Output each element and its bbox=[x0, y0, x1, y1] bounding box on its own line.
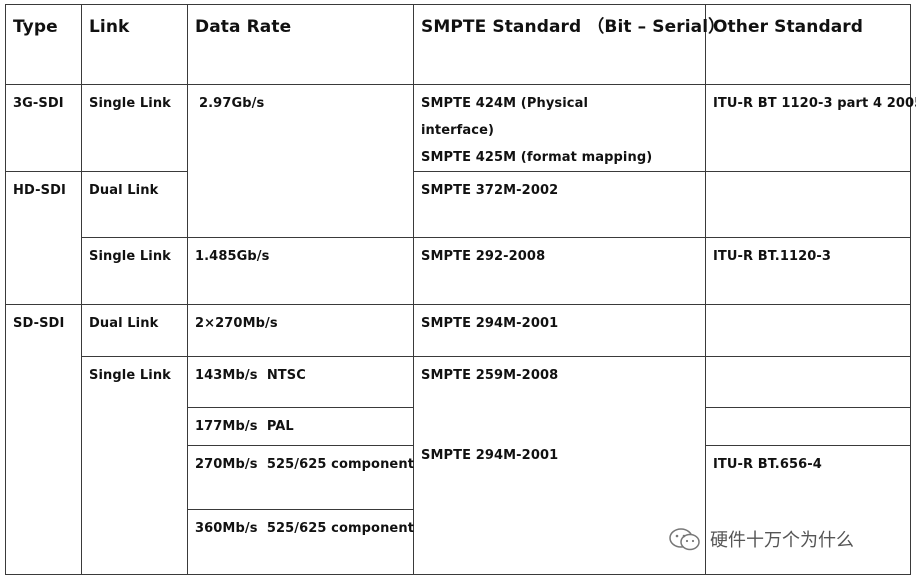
column-rule bbox=[81, 4, 82, 575]
row-rule bbox=[81, 356, 911, 357]
row-rule bbox=[187, 407, 413, 408]
row-rule bbox=[187, 445, 413, 446]
cell-link: Single Link bbox=[89, 368, 171, 383]
cell-type: 3G-SDI bbox=[13, 96, 64, 111]
header-data-rate: Data Rate bbox=[195, 17, 292, 37]
row-rule bbox=[705, 445, 911, 446]
cell-data-rate: 2×270Mb/s bbox=[195, 316, 278, 331]
cell-smpte-line: interface) bbox=[421, 123, 495, 138]
cell-data-rate: 360Mb/s 525/625 component bbox=[195, 521, 415, 536]
cell-data-rate: 177Mb/s PAL bbox=[195, 419, 294, 434]
cell-other-standard: ITU-R BT 1120-3 part 4 2005 bbox=[713, 96, 916, 111]
cell-type: HD-SDI bbox=[13, 183, 66, 198]
cell-smpte-line: SMPTE 425M (format mapping) bbox=[421, 150, 653, 165]
cell-smpte-standard: SMPTE 292-2008 bbox=[421, 249, 546, 264]
table-border-right bbox=[910, 4, 911, 575]
cell-data-rate: 2.97Gb/s bbox=[199, 96, 265, 111]
table-border-bottom bbox=[5, 574, 911, 575]
cell-data-rate: 270Mb/s 525/625 component bbox=[195, 457, 415, 472]
cell-link: Dual Link bbox=[89, 316, 159, 331]
row-rule bbox=[5, 304, 911, 305]
cell-data-rate: 1.485Gb/s bbox=[195, 249, 270, 264]
row-rule bbox=[705, 407, 911, 408]
cell-link: Single Link bbox=[89, 96, 171, 111]
column-rule bbox=[705, 4, 706, 575]
cell-smpte-standard: SMPTE 259M-2008 bbox=[421, 368, 559, 383]
wechat-icon bbox=[669, 528, 700, 551]
watermark-text: 硬件十万个为什么 bbox=[710, 530, 854, 551]
row-rule bbox=[81, 171, 187, 172]
watermark: 硬件十万个为什么 bbox=[668, 524, 854, 554]
row-rule bbox=[81, 237, 911, 238]
cell-smpte-line: SMPTE 424M (Physical bbox=[421, 96, 589, 111]
cell-type: SD-SDI bbox=[13, 316, 65, 331]
header-smpte-standard: SMPTE Standard （Bit – Serial） bbox=[421, 17, 726, 37]
column-rule bbox=[187, 4, 188, 575]
cell-smpte-standard: SMPTE 294M-2001 bbox=[421, 448, 559, 463]
header-rule bbox=[5, 84, 911, 85]
row-rule bbox=[413, 171, 911, 172]
cell-smpte-standard: SMPTE 372M-2002 bbox=[421, 183, 559, 198]
cell-other-standard: ITU-R BT.1120-3 bbox=[713, 249, 832, 264]
cell-smpte-standard: SMPTE 294M-2001 bbox=[421, 316, 559, 331]
column-rule bbox=[413, 4, 414, 575]
cell-data-rate: 143Mb/s NTSC bbox=[195, 368, 306, 383]
row-rule bbox=[187, 509, 413, 510]
header-type: Type bbox=[13, 17, 58, 37]
cell-link: Single Link bbox=[89, 249, 171, 264]
header-other-standard: Other Standard bbox=[713, 17, 864, 37]
cell-link: Dual Link bbox=[89, 183, 159, 198]
row-rule bbox=[5, 171, 81, 172]
table-border-top bbox=[5, 4, 911, 5]
table-border-left bbox=[5, 4, 6, 575]
header-link: Link bbox=[89, 17, 130, 37]
cell-other-standard: ITU-R BT.656-4 bbox=[713, 457, 822, 472]
